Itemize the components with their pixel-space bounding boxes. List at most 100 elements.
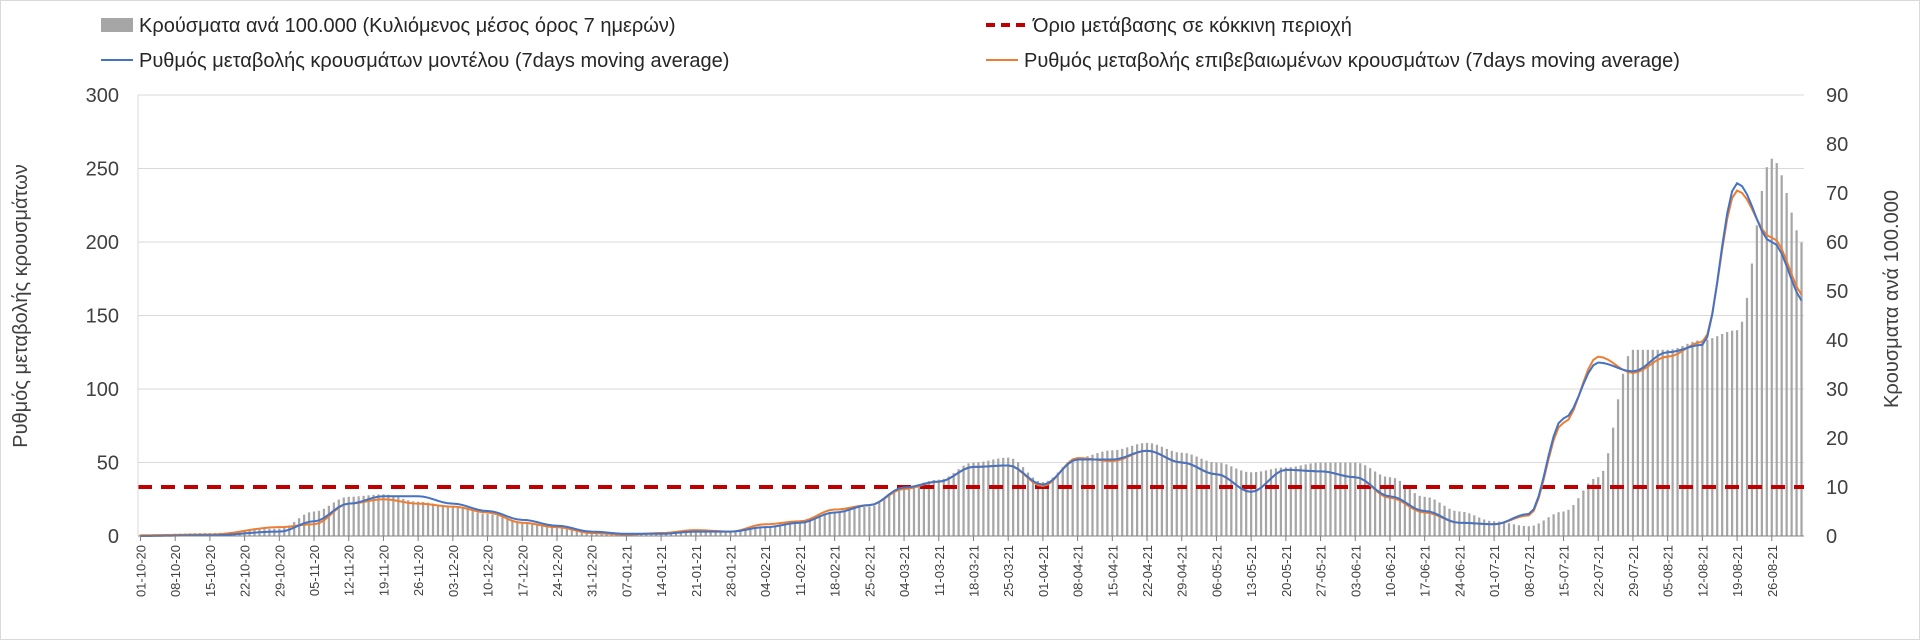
bar: [937, 479, 940, 536]
bar: [997, 458, 1000, 536]
x-tick-label: 07-01-21: [619, 545, 634, 597]
bar: [1002, 457, 1005, 536]
legend: Κρούσματα ανά 100.000 (Κυλιόμενος μέσος …: [101, 15, 1680, 72]
y-tick-right: 80: [1826, 134, 1848, 156]
bar: [560, 526, 564, 536]
bar: [1369, 468, 1372, 536]
legend-label: Όριο μετάβασης σε κόκκινη περιοχή: [1032, 15, 1352, 37]
bar: [1686, 343, 1689, 536]
bar: [1150, 443, 1154, 536]
bar: [1160, 446, 1164, 536]
bar: [917, 484, 921, 536]
bar: [1706, 339, 1709, 536]
bar: [1378, 474, 1382, 536]
bar: [1473, 515, 1476, 536]
x-tick-label: 01-07-21: [1487, 545, 1502, 597]
bar: [1264, 470, 1268, 536]
x-tick-label: 28-01-21: [724, 545, 739, 597]
bar: [555, 526, 559, 536]
bar: [828, 511, 831, 536]
bar: [1562, 511, 1565, 536]
bar: [372, 494, 375, 536]
bar: [774, 525, 777, 536]
bar: [798, 521, 802, 536]
bar: [466, 509, 469, 536]
bar: [1215, 462, 1218, 536]
bar: [545, 525, 549, 536]
bar: [1081, 457, 1084, 536]
bar: [714, 530, 717, 536]
x-tick-label: 03-12-20: [446, 545, 461, 597]
bar: [1557, 512, 1560, 536]
bar: [1626, 356, 1630, 536]
bar: [1681, 345, 1684, 536]
bar: [1016, 462, 1020, 536]
bar: [1661, 349, 1664, 536]
bar: [739, 530, 742, 536]
bar: [1329, 462, 1332, 536]
bar: [808, 519, 811, 536]
bar: [823, 513, 826, 536]
bar: [1483, 519, 1486, 536]
y-tick-left: 50: [97, 453, 119, 475]
bar: [1101, 451, 1104, 536]
bar: [912, 485, 916, 536]
bar: [1488, 520, 1491, 536]
bar: [833, 511, 836, 536]
bar: [873, 505, 876, 536]
bar: [580, 531, 583, 536]
bar: [1597, 477, 1600, 536]
x-tick-label: 01-10-20: [133, 545, 148, 597]
bar: [407, 500, 410, 536]
bar: [1403, 484, 1406, 536]
bar: [1671, 349, 1674, 536]
bar: [1294, 466, 1297, 536]
bar: [1269, 469, 1273, 536]
y-tick-right: 30: [1826, 379, 1848, 401]
x-tick-label: 22-10-20: [238, 545, 253, 597]
bar: [1373, 471, 1377, 536]
bar: [1716, 336, 1719, 536]
bar: [1423, 496, 1426, 536]
bar: [1076, 457, 1079, 536]
bar: [1116, 449, 1119, 536]
bar: [1304, 464, 1307, 536]
bar: [1259, 471, 1263, 536]
bar: [769, 525, 772, 536]
axes: [137, 95, 1804, 537]
bar: [1289, 467, 1292, 536]
bar: [1200, 458, 1203, 536]
x-tick-label: 06-05-21: [1209, 545, 1224, 597]
y-tick-left: 100: [86, 379, 119, 401]
bar: [967, 463, 970, 536]
bar: [431, 503, 435, 536]
bar: [1071, 458, 1074, 536]
bar: [724, 531, 727, 536]
bar: [922, 482, 926, 536]
bar: [1527, 526, 1530, 536]
bar: [1012, 458, 1015, 536]
bar: [1240, 470, 1243, 536]
bar: [1195, 456, 1198, 536]
bar: [1646, 349, 1649, 536]
bar: [1393, 478, 1397, 536]
bar: [679, 530, 683, 536]
bar: [575, 530, 578, 536]
y-tick-left: 250: [86, 159, 119, 181]
bar: [298, 518, 301, 536]
x-tick-label: 03-06-21: [1348, 545, 1363, 597]
x-tick-label: 27-05-21: [1314, 545, 1329, 597]
bar: [496, 515, 499, 536]
legend-label: Ρυθμός μεταβολής επιβεβαιωμένων κρουσμάτ…: [1024, 50, 1680, 72]
x-tick-label: 01-04-21: [1036, 545, 1051, 597]
bar: [764, 526, 767, 536]
bar: [893, 490, 896, 536]
x-tick-label: 05-11-20: [307, 545, 322, 596]
x-tick-label: 25-02-21: [862, 545, 877, 597]
bar: [754, 527, 757, 536]
bar: [1770, 158, 1773, 536]
bar: [1651, 349, 1654, 536]
bar: [1349, 462, 1352, 536]
x-tick-label: 19-08-21: [1730, 545, 1745, 597]
bar: [1235, 468, 1238, 536]
